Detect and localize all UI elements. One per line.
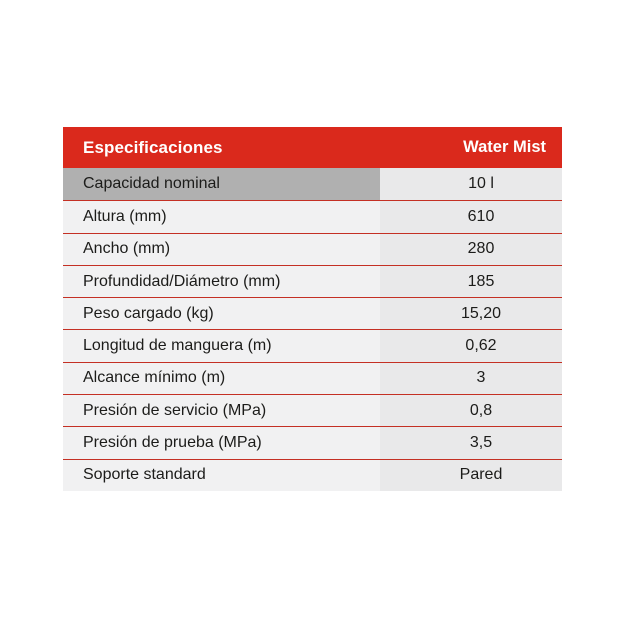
table-row: Ancho (mm) 280 [63,232,562,265]
table-row: Altura (mm) 610 [63,200,562,233]
spec-value: 280 [380,233,562,265]
table-header-row: Especificaciones Water Mist [63,127,562,168]
spec-label: Altura (mm) [63,201,380,233]
table-row: Profundidad/Diámetro (mm) 185 [63,264,562,298]
spec-value: 10 l [380,168,562,201]
table-row: Capacidad nominal 10 l [63,168,562,201]
spec-label: Peso cargado (kg) [63,298,380,330]
spec-value: 185 [380,265,562,298]
spec-value: 15,20 [380,298,562,330]
spec-value: 3,5 [380,427,562,459]
table-row: Alcance mínimo (m) 3 [63,361,562,395]
spec-value: 610 [380,201,562,233]
table-row: Soporte standard Pared [63,458,562,491]
spec-label: Profundidad/Diámetro (mm) [63,265,380,298]
table-row: Peso cargado (kg) 15,20 [63,297,562,330]
spec-label: Capacidad nominal [63,168,380,201]
spec-label: Longitud de manguera (m) [63,330,380,362]
spec-value: 3 [380,362,562,395]
table-row: Presión de servicio (MPa) 0,8 [63,394,562,427]
spec-label: Soporte standard [63,459,380,491]
spec-label: Alcance mínimo (m) [63,362,380,395]
specifications-table: Especificaciones Water Mist Capacidad no… [63,127,562,491]
spec-value: 0,8 [380,395,562,427]
spec-value: Pared [380,459,562,491]
spec-label: Ancho (mm) [63,233,380,265]
spec-label: Presión de prueba (MPa) [63,427,380,459]
table-row: Presión de prueba (MPa) 3,5 [63,426,562,459]
column-header-water-mist: Water Mist [463,138,546,156]
table-title: Especificaciones [83,137,223,157]
spec-value: 0,62 [380,330,562,362]
spec-label: Presión de servicio (MPa) [63,395,380,427]
table-row: Longitud de manguera (m) 0,62 [63,329,562,362]
